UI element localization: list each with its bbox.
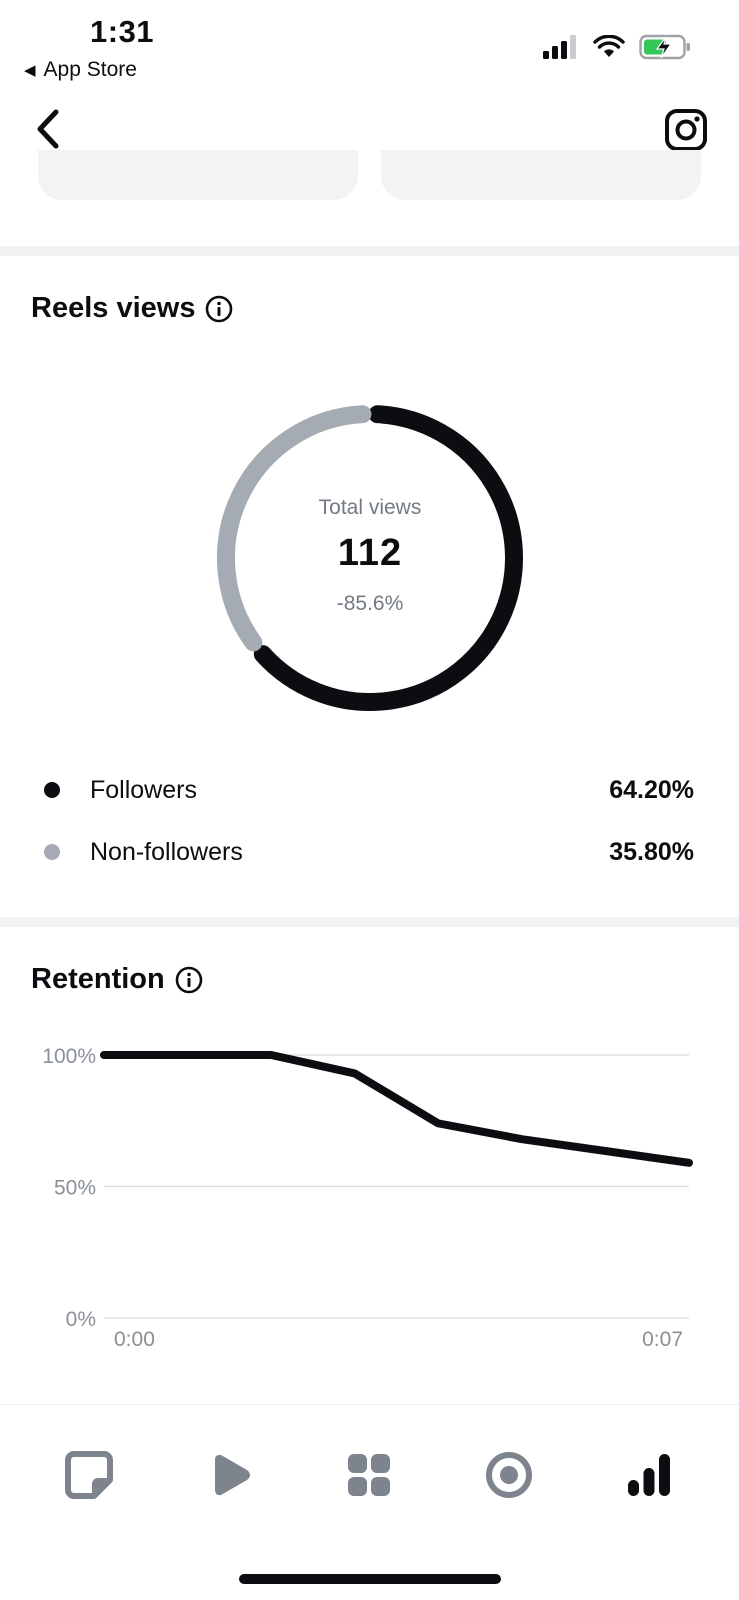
retention-title: Retention: [31, 963, 165, 995]
wifi-icon: [593, 35, 625, 57]
tab-grid[interactable]: [339, 1445, 399, 1505]
total-views-label: Total views: [318, 496, 422, 519]
total-views-value: 112: [337, 532, 403, 574]
legend-label: Followers: [90, 775, 197, 804]
back-triangle-icon: ◀: [24, 62, 36, 79]
x-tick-label: 0:07: [642, 1328, 683, 1351]
non-followers-dot: [44, 844, 60, 860]
battery-charging-icon: [639, 34, 690, 60]
reels-views-donut: [217, 405, 523, 711]
summary-card-right[interactable]: [381, 150, 701, 200]
tab-posts[interactable]: [59, 1445, 119, 1505]
info-icon[interactable]: [205, 295, 233, 323]
instagram-button[interactable]: [664, 108, 708, 152]
y-tick-label: 0%: [66, 1308, 96, 1331]
reels-views-title: Reels views: [31, 292, 196, 324]
reels-views-heading: Reels views: [31, 292, 233, 325]
back-button[interactable]: [28, 106, 68, 152]
tab-live[interactable]: [479, 1445, 539, 1505]
live-icon: [486, 1452, 532, 1498]
posts-icon: [65, 1451, 113, 1499]
section-divider: [0, 917, 739, 927]
total-views-change: -85.6%: [336, 592, 404, 615]
reels-play-icon: [215, 1454, 250, 1496]
legend-value: 35.80%: [609, 837, 694, 866]
summary-card-left[interactable]: [38, 150, 358, 200]
donut-segment-non-followers: [217, 405, 372, 652]
bottom-tab-bar: [0, 1404, 739, 1534]
legend-value: 64.20%: [609, 775, 694, 804]
tab-reels[interactable]: [200, 1445, 260, 1505]
retention-heading: Retention: [31, 963, 203, 996]
home-indicator: [239, 1574, 501, 1584]
retention-chart: 100% 50% 0% 0:00 0:07: [42, 1045, 693, 1351]
donut-segment-followers: [253, 405, 523, 711]
legend-item-followers: Followers 64.20%: [44, 770, 694, 810]
info-icon[interactable]: [175, 966, 203, 994]
back-app-label: App Store: [43, 58, 137, 81]
status-icons: [543, 34, 691, 60]
instagram-icon: [665, 109, 707, 151]
legend-label: Non-followers: [90, 837, 243, 866]
followers-dot: [44, 782, 60, 798]
y-tick-label: 100%: [42, 1045, 96, 1068]
tab-insights[interactable]: [619, 1445, 679, 1505]
status-time: 1:31: [90, 14, 155, 49]
donut-center: Total views 112 -85.6%: [212, 400, 528, 716]
legend-item-non-followers: Non-followers 35.80%: [44, 832, 694, 872]
retention-line: [100, 1051, 693, 1167]
status-bar: 1:31 ◀ App Store: [0, 0, 739, 90]
insights-icon: [628, 1454, 670, 1496]
chevron-left-icon: [37, 109, 59, 149]
grid-icon: [348, 1454, 390, 1496]
x-tick-label: 0:00: [114, 1328, 155, 1351]
back-to-app-store-link[interactable]: ◀ App Store: [24, 58, 137, 82]
y-tick-label: 50%: [54, 1177, 96, 1200]
section-divider: [0, 246, 739, 256]
signal-icon: [543, 35, 576, 59]
